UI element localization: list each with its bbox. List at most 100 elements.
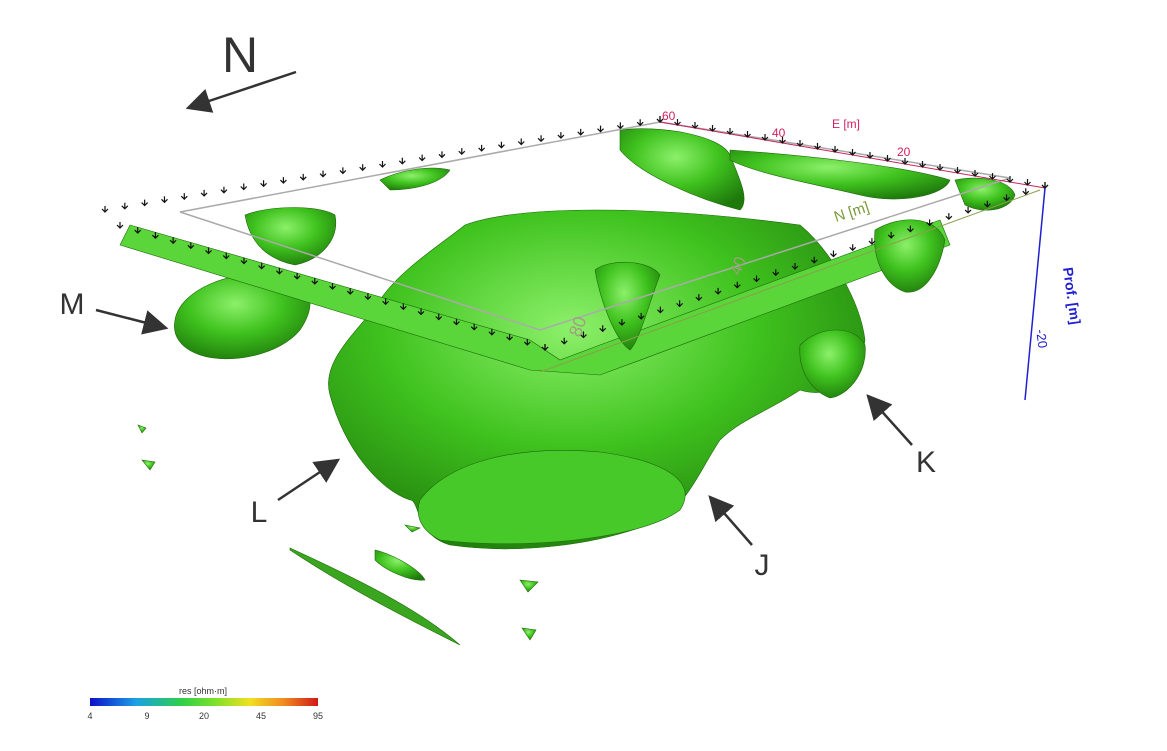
electrode	[753, 275, 760, 283]
electrode	[537, 135, 545, 143]
electrode	[398, 157, 406, 165]
electrode	[772, 269, 780, 277]
electrode	[364, 293, 372, 301]
colorbar-gradient	[90, 698, 318, 706]
electrode	[954, 167, 961, 174]
electrode	[488, 328, 496, 336]
electrode	[311, 277, 319, 285]
electrode	[830, 250, 837, 258]
depth-axis: Prof. [m] -20	[1033, 266, 1084, 349]
electrode	[161, 196, 168, 204]
axis-tick: 40	[728, 255, 750, 278]
electrode	[599, 325, 607, 333]
electrode	[260, 180, 267, 188]
electrode	[438, 151, 446, 159]
electrode	[417, 308, 425, 316]
electrode	[831, 146, 839, 153]
axis-title: Prof. [m]	[1060, 266, 1084, 325]
electrode	[744, 131, 751, 138]
electrode	[577, 128, 585, 136]
electrode	[814, 143, 821, 150]
electrode	[359, 164, 367, 172]
electrode	[726, 128, 734, 135]
electrode	[240, 257, 248, 265]
electrode	[299, 173, 307, 181]
label: M	[60, 288, 85, 321]
electrode	[200, 189, 208, 197]
electrode	[560, 337, 568, 345]
electrode	[691, 122, 699, 129]
electrode	[676, 300, 684, 308]
electrode	[339, 167, 347, 175]
electrode	[709, 125, 716, 132]
electrode	[926, 219, 934, 227]
compass-label: N	[222, 27, 258, 83]
isosurface	[119, 128, 1016, 646]
electrode	[1041, 182, 1049, 189]
axis-tick: -20	[1033, 328, 1050, 349]
label: J	[755, 549, 770, 582]
electrode	[319, 170, 327, 178]
electrode	[134, 227, 142, 234]
colorbar-tick: 45	[256, 711, 266, 721]
electrode	[141, 199, 149, 207]
electrode	[506, 333, 514, 341]
electrode	[945, 213, 953, 221]
e-axis: E [m] 60 40 20	[662, 109, 911, 159]
electrode	[478, 144, 486, 152]
electrode	[656, 306, 664, 314]
colorbar-tick: 4	[87, 711, 92, 721]
electrode	[964, 206, 972, 214]
electrode	[971, 170, 979, 177]
electrode	[205, 247, 212, 255]
electrode	[541, 344, 549, 351]
electrode	[346, 288, 354, 295]
electrode	[220, 186, 228, 194]
electrode	[637, 312, 645, 320]
electrode	[453, 318, 460, 326]
electrode	[329, 283, 336, 290]
electrode	[399, 303, 407, 311]
electrode	[379, 161, 386, 168]
electrode	[121, 202, 129, 210]
electrode	[580, 331, 587, 339]
electrode	[618, 319, 626, 326]
electrode	[275, 267, 283, 275]
electrode	[116, 222, 124, 229]
electrode	[656, 116, 664, 123]
axis-title: N [m]	[832, 199, 871, 226]
electrode	[151, 232, 159, 240]
axis-tick: 60	[662, 109, 676, 123]
electrode	[810, 256, 818, 264]
electrode	[636, 119, 644, 127]
electrode	[435, 313, 443, 321]
colorbar: res [ohm·m] 4 9 20 45 95	[87, 686, 323, 721]
electrode	[849, 244, 857, 252]
electrode	[470, 323, 478, 331]
electrodes	[101, 116, 1049, 351]
electrode	[919, 161, 926, 168]
electrode	[674, 119, 681, 126]
axis-title: E [m]	[832, 117, 860, 131]
electrode	[517, 138, 525, 146]
electrode	[791, 263, 799, 270]
electrode	[293, 272, 301, 280]
electrode	[557, 132, 565, 139]
axis-tick: 20	[897, 145, 911, 159]
electrode	[418, 154, 426, 162]
label: L	[251, 496, 268, 529]
electrode	[1022, 188, 1030, 196]
pointers	[95, 70, 913, 546]
electrode	[1024, 179, 1031, 186]
electrode	[866, 152, 874, 159]
electrode	[901, 158, 909, 165]
electrode	[240, 183, 248, 191]
axis-tick: 40	[772, 126, 786, 140]
electrode	[936, 164, 944, 171]
electrode	[1003, 194, 1010, 202]
electrode	[695, 294, 703, 302]
electrode	[523, 338, 531, 346]
electrode	[796, 140, 804, 147]
